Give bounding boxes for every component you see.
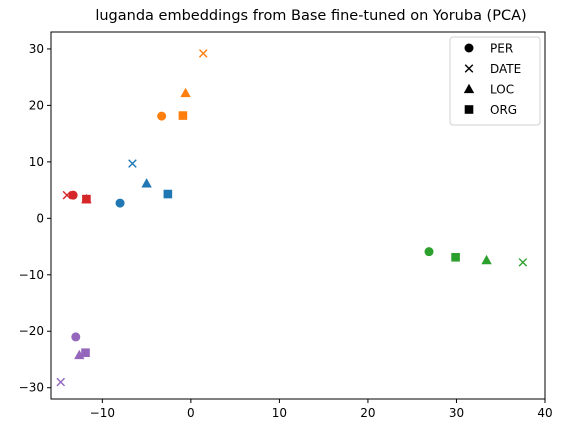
x-tick-label: 40 bbox=[537, 406, 552, 420]
legend-marker-loc bbox=[463, 83, 475, 94]
legend-marker-date bbox=[464, 64, 474, 73]
point-date-4 bbox=[56, 377, 66, 387]
point-loc-2 bbox=[481, 254, 492, 265]
y-tick-label: 10 bbox=[29, 155, 44, 169]
point-date-1 bbox=[198, 49, 208, 58]
legend-label-per: PER bbox=[490, 42, 513, 56]
point-date-2 bbox=[518, 258, 528, 267]
legend-box bbox=[449, 36, 541, 126]
legend-marker-per bbox=[464, 43, 474, 53]
legend-label-loc: LOC bbox=[490, 83, 514, 97]
point-per-2 bbox=[424, 247, 434, 257]
point-per-0 bbox=[115, 198, 125, 208]
point-org-2 bbox=[451, 252, 460, 262]
point-org-3 bbox=[82, 194, 91, 204]
x-tick-label: 30 bbox=[449, 406, 464, 420]
legend-label-org: ORG bbox=[490, 103, 517, 117]
x-axis: −10 0 10 20 30 40 bbox=[90, 399, 553, 420]
y-tick-label: −30 bbox=[19, 381, 44, 395]
y-tick-label: 20 bbox=[29, 98, 44, 112]
data-points bbox=[56, 49, 528, 387]
y-tick-label: −10 bbox=[19, 268, 44, 282]
point-date-0 bbox=[128, 159, 137, 168]
y-axis: −30 −20 −10 0 10 20 30 bbox=[19, 42, 51, 395]
point-org-0 bbox=[163, 189, 173, 199]
legend-label-date: DATE bbox=[490, 62, 521, 76]
point-per-3 bbox=[68, 190, 78, 200]
chart-title: luganda embeddings from Base fine-tuned … bbox=[95, 8, 526, 24]
legend-marker-org bbox=[464, 105, 474, 114]
point-per-1 bbox=[157, 111, 167, 121]
point-org-1 bbox=[178, 111, 188, 120]
x-tick-label: 20 bbox=[360, 406, 375, 420]
y-tick-label: −20 bbox=[19, 324, 44, 338]
x-tick-label: −10 bbox=[90, 406, 115, 420]
x-tick-label: 10 bbox=[272, 406, 287, 420]
point-per-4 bbox=[71, 332, 81, 342]
x-tick-label: 0 bbox=[187, 406, 195, 420]
y-tick-label: 30 bbox=[29, 42, 44, 56]
y-tick-label: 0 bbox=[36, 211, 44, 225]
legend: PER DATE LOC ORG bbox=[449, 36, 541, 126]
point-org-4 bbox=[81, 348, 90, 358]
point-loc-0 bbox=[141, 178, 152, 188]
point-date-3 bbox=[62, 190, 72, 200]
point-loc-1 bbox=[180, 87, 191, 98]
